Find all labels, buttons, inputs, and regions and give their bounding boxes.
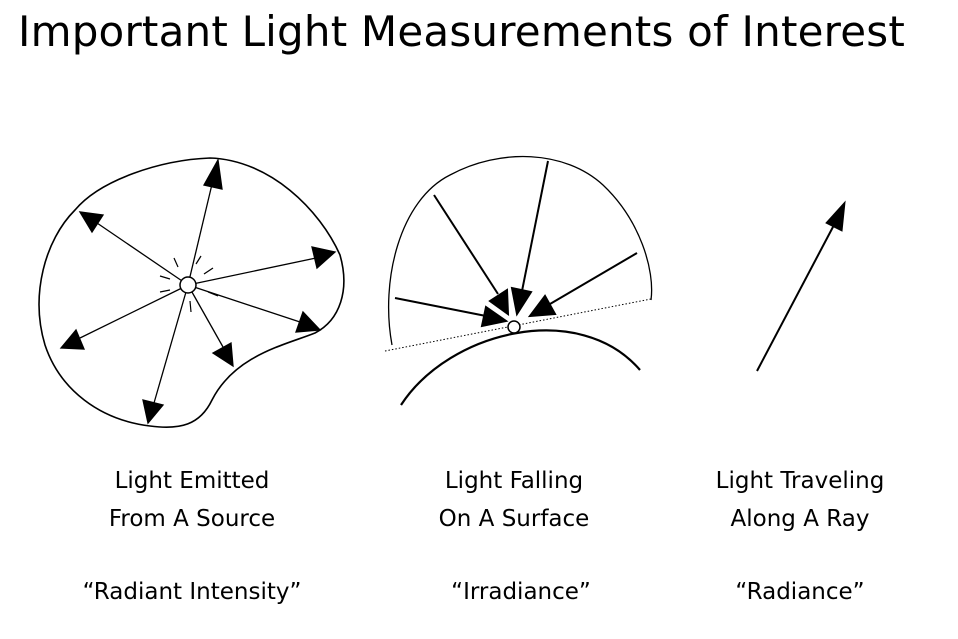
receiving-surface-curve [400, 329, 641, 406]
radiant-intensity-diagram [38, 157, 345, 429]
radiance-diagram [756, 200, 846, 372]
arrowhead [527, 294, 557, 318]
arrowhead [480, 305, 509, 328]
arrowhead [211, 341, 234, 368]
term-radiance: “Radiance” [735, 579, 865, 605]
caption-falling-line2: On A Surface [438, 506, 590, 532]
surface-point [507, 320, 521, 334]
arrowhead [295, 310, 322, 333]
incident-arrows [394, 160, 638, 328]
arrowhead [203, 157, 223, 190]
ray-line [756, 224, 835, 372]
caption-emitted-line1: Light Emitted [114, 468, 270, 494]
term-radiant-intensity: “Radiant Intensity” [82, 579, 302, 605]
caption-traveling-line1: Light Traveling [715, 468, 885, 494]
emission-boundary-blob [38, 157, 345, 429]
term-irradiance: “Irradiance” [451, 579, 591, 605]
caption-emitted-line2: From A Source [108, 506, 276, 532]
caption-emitted: Light Emitted From A Source [32, 462, 352, 538]
caption-falling-line1: Light Falling [444, 468, 584, 494]
irradiance-diagram [384, 155, 653, 406]
caption-falling: Light Falling On A Surface [354, 462, 674, 538]
slide-title: Important Light Measurements of Interest [18, 7, 905, 56]
arrowhead [510, 286, 533, 317]
arrowhead [78, 211, 105, 234]
point-light-source [179, 276, 197, 294]
emission-arrows [59, 157, 337, 425]
hemisphere-dome [387, 155, 653, 346]
arrowhead [142, 399, 165, 425]
arrowhead [311, 246, 337, 270]
caption-traveling-line2: Along A Ray [730, 506, 870, 532]
ray-arrowhead [825, 200, 846, 232]
caption-traveling: Light Traveling Along A Ray [640, 462, 958, 538]
arrowhead [488, 288, 510, 317]
arrowhead [59, 328, 85, 350]
source-glow-rays [159, 255, 219, 313]
